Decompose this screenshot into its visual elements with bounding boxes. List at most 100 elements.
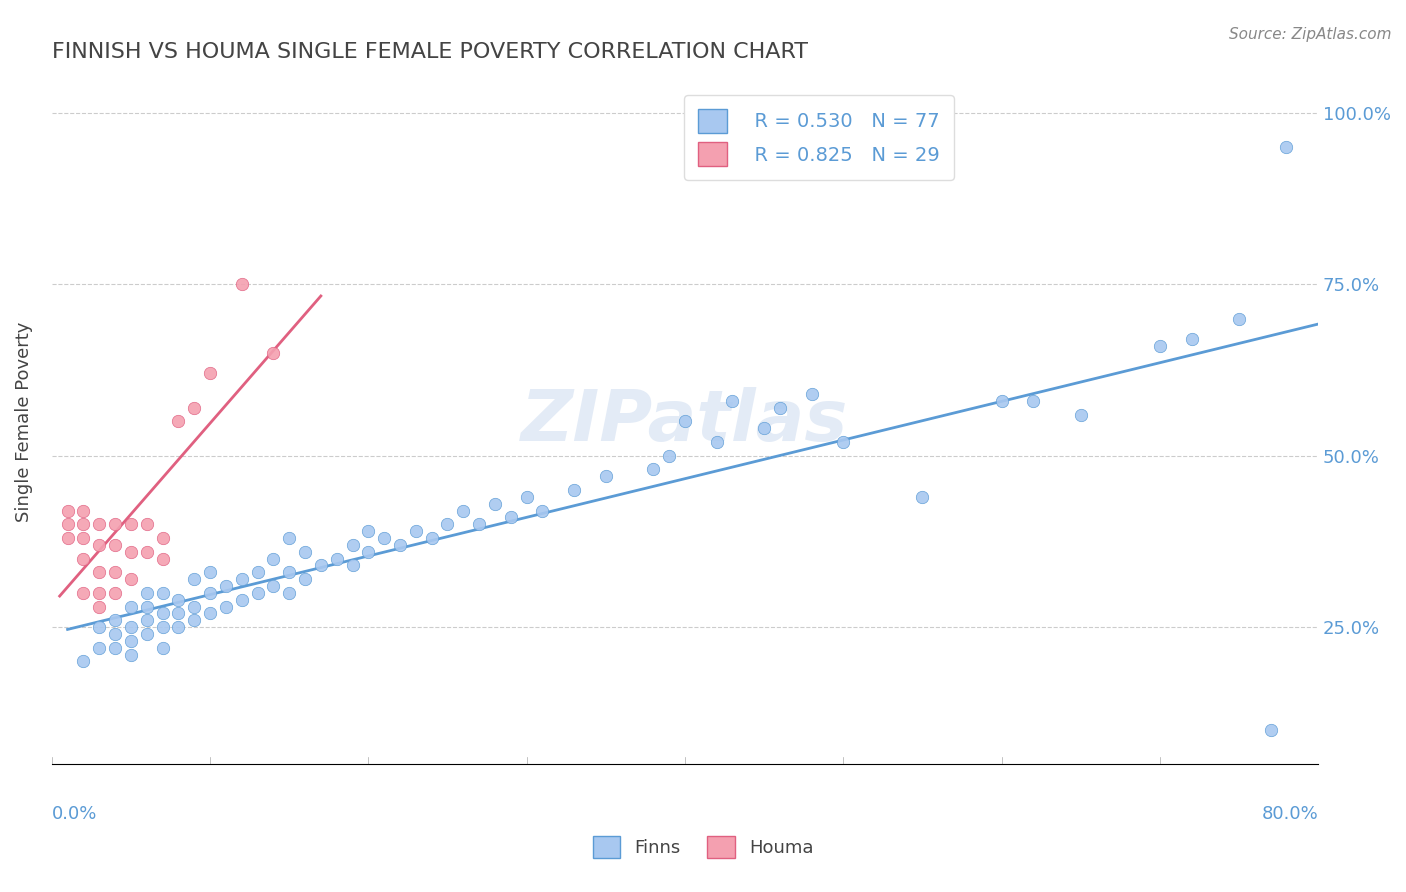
Point xyxy=(135,627,157,641)
Point xyxy=(120,633,142,648)
Point xyxy=(342,558,364,573)
Point xyxy=(643,462,665,476)
Point xyxy=(104,627,127,641)
Point xyxy=(135,517,157,532)
Point xyxy=(89,620,111,634)
Point xyxy=(152,607,174,621)
Point xyxy=(167,414,190,428)
Point xyxy=(72,551,94,566)
Point xyxy=(278,531,301,545)
Point xyxy=(420,531,443,545)
Point xyxy=(405,524,427,538)
Point xyxy=(104,586,127,600)
Point xyxy=(152,620,174,634)
Point xyxy=(911,490,934,504)
Point xyxy=(56,531,79,545)
Point xyxy=(89,517,111,532)
Point xyxy=(183,613,205,627)
Point xyxy=(89,566,111,580)
Text: 80.0%: 80.0% xyxy=(1261,805,1319,823)
Point xyxy=(89,640,111,655)
Point xyxy=(1022,393,1045,408)
Point xyxy=(231,592,253,607)
Point xyxy=(262,551,284,566)
Point xyxy=(104,517,127,532)
Point xyxy=(167,620,190,634)
Point xyxy=(152,586,174,600)
Point xyxy=(72,655,94,669)
Point xyxy=(120,545,142,559)
Point xyxy=(89,599,111,614)
Point xyxy=(135,599,157,614)
Point xyxy=(215,579,238,593)
Point xyxy=(278,566,301,580)
Point xyxy=(453,503,475,517)
Point xyxy=(436,517,458,532)
Point xyxy=(278,586,301,600)
Point xyxy=(294,545,316,559)
Point xyxy=(595,469,617,483)
Point xyxy=(120,648,142,662)
Legend:   R = 0.530   N = 77,   R = 0.825   N = 29: R = 0.530 N = 77, R = 0.825 N = 29 xyxy=(685,95,953,179)
Point xyxy=(800,387,823,401)
Point xyxy=(135,545,157,559)
Point xyxy=(342,538,364,552)
Text: FINNISH VS HOUMA SINGLE FEMALE POVERTY CORRELATION CHART: FINNISH VS HOUMA SINGLE FEMALE POVERTY C… xyxy=(52,42,808,62)
Point xyxy=(72,531,94,545)
Point xyxy=(262,579,284,593)
Point xyxy=(531,503,554,517)
Point xyxy=(1227,311,1250,326)
Point xyxy=(357,545,380,559)
Point xyxy=(673,414,696,428)
Point xyxy=(72,586,94,600)
Point xyxy=(246,586,269,600)
Point xyxy=(706,435,728,450)
Point xyxy=(721,393,744,408)
Point xyxy=(104,538,127,552)
Point xyxy=(152,551,174,566)
Point xyxy=(1180,332,1202,346)
Point xyxy=(183,599,205,614)
Point xyxy=(1260,723,1282,737)
Point xyxy=(1070,408,1092,422)
Point xyxy=(325,551,347,566)
Point xyxy=(198,586,221,600)
Point xyxy=(562,483,585,497)
Text: 0.0%: 0.0% xyxy=(52,805,97,823)
Point xyxy=(357,524,380,538)
Point xyxy=(198,367,221,381)
Point xyxy=(167,607,190,621)
Point xyxy=(89,538,111,552)
Point xyxy=(72,517,94,532)
Point xyxy=(484,497,506,511)
Point xyxy=(262,346,284,360)
Point xyxy=(1275,140,1298,154)
Point xyxy=(388,538,411,552)
Point xyxy=(658,449,681,463)
Point xyxy=(990,393,1012,408)
Point xyxy=(309,558,332,573)
Point xyxy=(769,401,792,415)
Point xyxy=(120,517,142,532)
Point xyxy=(499,510,522,524)
Point xyxy=(183,401,205,415)
Point xyxy=(56,503,79,517)
Legend: Finns, Houma: Finns, Houma xyxy=(585,829,821,865)
Point xyxy=(246,566,269,580)
Point xyxy=(231,572,253,586)
Point xyxy=(468,517,491,532)
Text: Source: ZipAtlas.com: Source: ZipAtlas.com xyxy=(1229,27,1392,42)
Text: ZIPatlas: ZIPatlas xyxy=(522,387,849,456)
Point xyxy=(120,620,142,634)
Point xyxy=(198,607,221,621)
Point xyxy=(120,572,142,586)
Point xyxy=(231,277,253,292)
Point xyxy=(120,599,142,614)
Point xyxy=(56,517,79,532)
Point xyxy=(294,572,316,586)
Point xyxy=(1149,339,1171,353)
Point xyxy=(104,613,127,627)
Point xyxy=(832,435,855,450)
Point xyxy=(183,572,205,586)
Point xyxy=(167,592,190,607)
